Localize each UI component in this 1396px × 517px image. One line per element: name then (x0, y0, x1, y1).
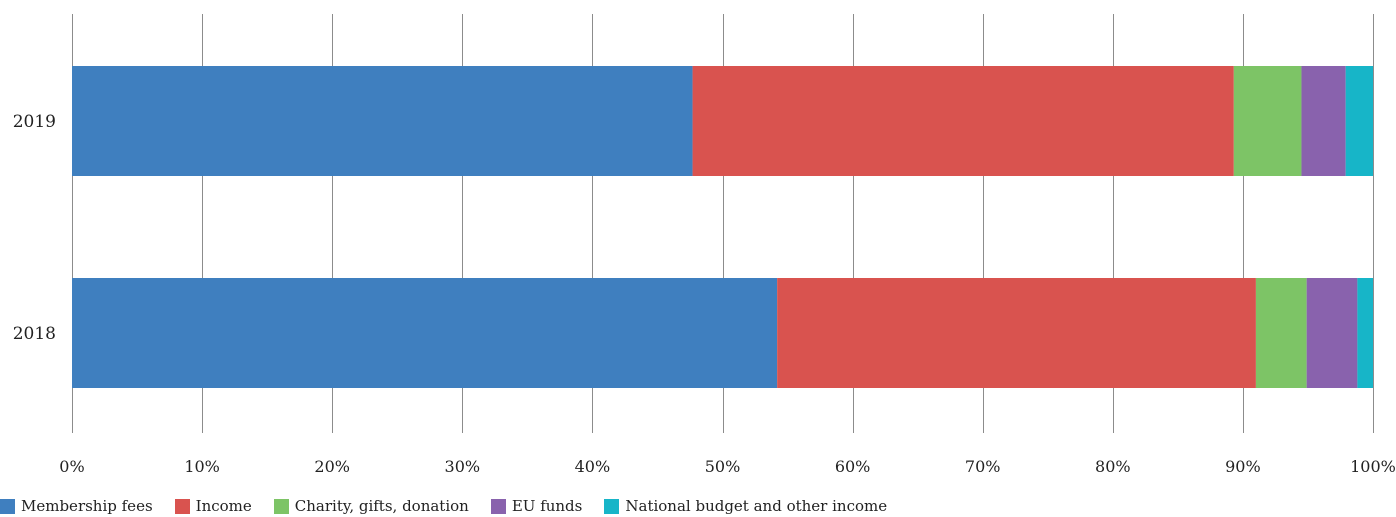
x-tick-label: 60% (835, 457, 871, 476)
legend-swatch (273, 498, 289, 514)
x-axis-tick-labels: 0% 10% 20% 30% 40% 50% 60% 70% 80% 90% 100% (59, 457, 1396, 476)
legend-label: Income (195, 497, 252, 515)
legend-label: EU funds (511, 497, 583, 515)
legend-swatch (604, 498, 620, 514)
category-label: 2019 (13, 112, 56, 132)
legend-label: Membership fees (21, 497, 153, 515)
x-tick-label: 10% (184, 457, 220, 476)
bar-segment (1301, 66, 1346, 176)
bar-segment (777, 278, 1256, 388)
x-tick-label: 40% (575, 457, 611, 476)
bar-segment (1255, 278, 1307, 388)
bar-segment (1357, 278, 1373, 388)
x-tick-label: 50% (705, 457, 741, 476)
x-tick-label: 0% (59, 457, 84, 476)
legend-item: Charity, gifts, donation (273, 497, 469, 515)
x-tick-label: 30% (445, 457, 481, 476)
x-tick-label: 100% (1350, 457, 1396, 476)
legend-item: Membership fees (0, 497, 153, 515)
bar-segment (692, 66, 1234, 176)
category-label: 2018 (13, 324, 56, 344)
bar-segment (72, 278, 778, 388)
x-tick-label: 70% (965, 457, 1001, 476)
bar-segment (72, 66, 693, 176)
x-tick-label: 20% (314, 457, 350, 476)
stacked-bar-chart: 0% 10% 20% 30% 40% 50% 60% 70% 80% 90% 100% 201920… (13, 14, 1396, 476)
category-labels: 2019 2018 (13, 112, 56, 344)
bar-segments (72, 66, 1373, 388)
legend-label: National budget and other income (625, 497, 888, 515)
legend-item: Income (174, 497, 252, 515)
legend-label: Charity, gifts, donation (294, 497, 469, 515)
x-tick-label: 80% (1095, 457, 1131, 476)
legend: Membership fees Income Charity, gifts, don… (0, 495, 887, 517)
legend-item: EU funds (490, 497, 583, 515)
legend-swatch (490, 498, 506, 514)
bar-segment (1233, 66, 1302, 176)
x-tick-label: 90% (1225, 457, 1261, 476)
legend-swatch (174, 498, 190, 514)
legend-item: National budget and other income (604, 497, 887, 515)
bar-segment (1345, 66, 1373, 176)
legend-swatch (0, 498, 15, 514)
bar-segment (1306, 278, 1358, 388)
